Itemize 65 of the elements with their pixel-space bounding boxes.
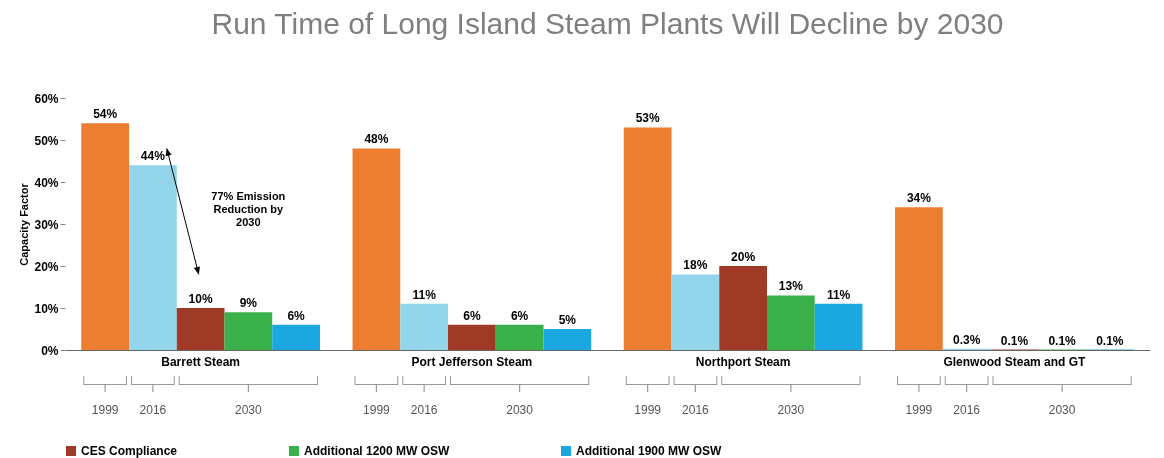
bar	[495, 324, 544, 350]
data-label: 53%	[635, 111, 660, 126]
x-tick-label: Glenwood Steam and GT	[943, 354, 1087, 369]
data-label: 0.3%	[952, 332, 981, 347]
y-axis-title: Capacity Factor	[18, 182, 31, 266]
bar	[895, 207, 943, 350]
text: 1999	[634, 403, 661, 417]
y-tick-label: 20%	[34, 259, 59, 274]
data-label: 20%	[731, 250, 756, 264]
data-label: 11%	[412, 287, 437, 302]
data-label: 6%	[463, 308, 481, 323]
y-tick-label: 40%	[34, 175, 59, 190]
bar	[129, 165, 177, 350]
text: 1999	[363, 403, 390, 417]
data-label: 11%	[826, 287, 851, 302]
data-label: 54%	[93, 107, 118, 122]
y-tick-label: 0%	[41, 343, 59, 358]
legend-label: CES Compliance	[81, 444, 178, 458]
y-tick-label: 50%	[34, 133, 59, 148]
data-label: 10%	[188, 292, 213, 306]
x-tick-label: Barrett Steam	[161, 354, 240, 369]
bar	[272, 324, 320, 350]
bar	[400, 303, 449, 350]
text: 2016	[139, 403, 167, 417]
data-label: 6%	[287, 308, 306, 323]
data-label: 9%	[239, 296, 258, 311]
text: 2016	[682, 403, 709, 417]
y-tick-label: 10%	[34, 301, 59, 316]
bar	[81, 123, 130, 350]
bar	[623, 127, 672, 350]
bar	[543, 329, 592, 350]
data-label: 0.1%	[1096, 333, 1124, 348]
data-label: 44%	[140, 149, 166, 164]
text: 1999	[905, 403, 933, 417]
x-tick-label: Port Jefferson Steam	[411, 354, 533, 369]
text: 2030	[506, 403, 533, 417]
data-label: 48%	[364, 132, 389, 147]
bar	[176, 308, 225, 350]
text: 2030	[1048, 403, 1076, 417]
data-label: 0.1%	[1048, 333, 1077, 348]
data-label: 34%	[906, 191, 932, 206]
text: 1999	[91, 403, 119, 417]
text: 2016	[410, 403, 438, 417]
bar	[224, 312, 273, 350]
legend-label: Additional 1900 MW OSW	[576, 444, 723, 458]
bar	[814, 303, 863, 350]
bar	[671, 274, 720, 350]
data-label: 13%	[778, 279, 804, 294]
bar	[719, 266, 767, 350]
y-tick-label: 30%	[34, 217, 59, 232]
text: 2030	[235, 403, 263, 417]
bar	[448, 324, 496, 350]
data-label: 0.1%	[1000, 333, 1029, 348]
y-tick-label: 60%	[34, 91, 59, 106]
annotation: 77% Emission Reduction by 2030	[210, 190, 287, 230]
bar	[766, 295, 815, 350]
legend-label: Additional 1200 MW OSW	[304, 444, 451, 458]
bar	[352, 148, 401, 350]
chart-title: Run Time of Long Island Steam Plants Will Decline by 2030	[211, 7, 1004, 40]
data-label: 6%	[510, 308, 529, 323]
data-label: 5%	[558, 313, 577, 327]
text: 2030	[777, 403, 805, 417]
data-label: 18%	[683, 258, 708, 273]
x-tick-label: Northport Steam	[695, 354, 791, 369]
text: 2016	[953, 403, 980, 417]
